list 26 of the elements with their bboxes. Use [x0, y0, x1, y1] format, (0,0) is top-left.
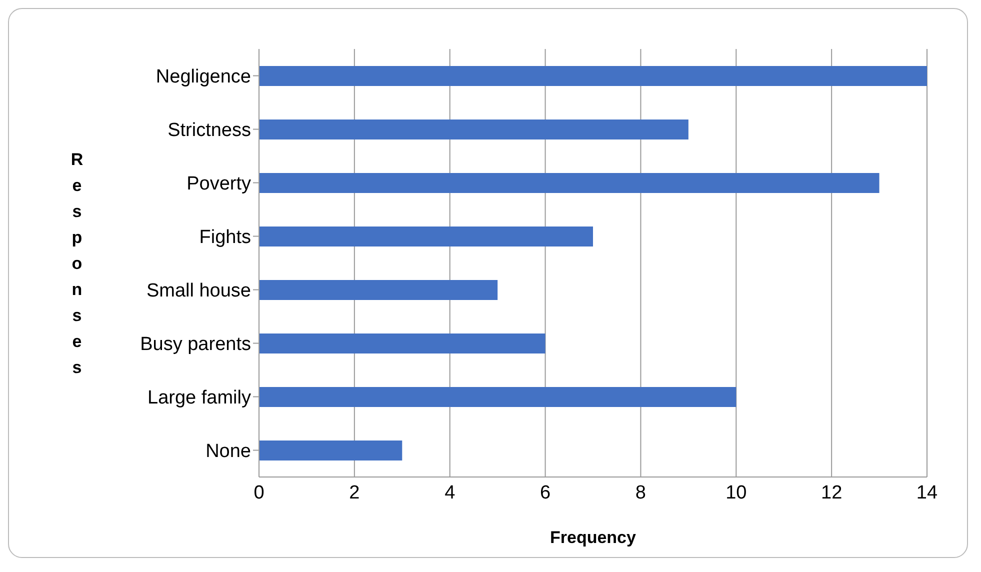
x-tick-label: 2 — [349, 482, 360, 504]
bar — [259, 334, 546, 354]
y-tick-label: Poverty — [186, 173, 252, 194]
bar — [259, 226, 593, 246]
x-tick-label: 12 — [821, 482, 842, 504]
bar — [259, 66, 927, 86]
bar — [259, 280, 498, 300]
bar — [259, 173, 880, 193]
bar — [259, 387, 736, 407]
y-tick-label: Fights — [199, 226, 251, 248]
bar — [259, 120, 688, 140]
y-tick-label: Strictness — [168, 120, 251, 141]
y-tick-label: Large family — [148, 387, 252, 408]
x-tick-label: 0 — [254, 482, 264, 504]
x-axis-title: Frequency — [550, 528, 637, 547]
y-tick-label: Small house — [146, 280, 251, 302]
y-tick-label: Busy parents — [140, 334, 251, 355]
x-tick-label: 10 — [726, 482, 747, 504]
x-tick-label: 4 — [444, 482, 456, 504]
text: Responses — [70, 150, 84, 377]
y-tick-label: None — [206, 440, 251, 462]
x-tick-label: 8 — [635, 482, 646, 504]
x-tick-label: 6 — [540, 482, 551, 504]
x-tick-label: 14 — [916, 482, 938, 504]
bar — [259, 440, 402, 460]
y-tick-label: Negligence — [156, 66, 251, 88]
